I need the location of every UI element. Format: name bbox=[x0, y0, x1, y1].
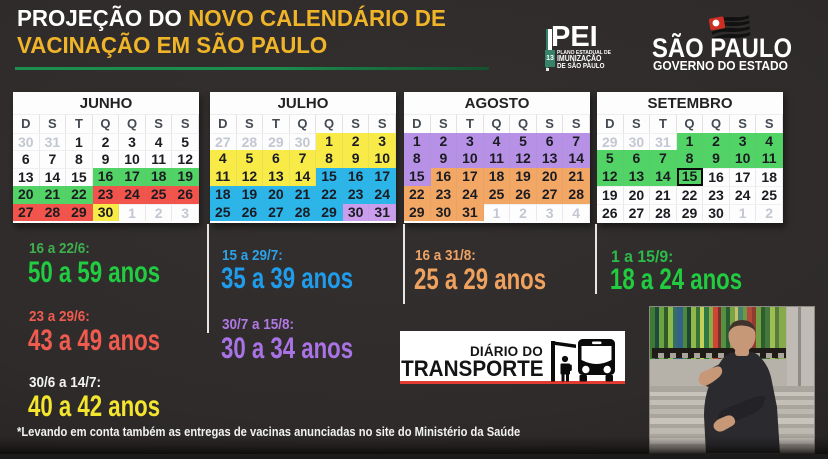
svg-text:SÃO PAULO: SÃO PAULO bbox=[652, 32, 792, 63]
svg-text:GOVERNO DO ESTADO: GOVERNO DO ESTADO bbox=[653, 58, 788, 73]
